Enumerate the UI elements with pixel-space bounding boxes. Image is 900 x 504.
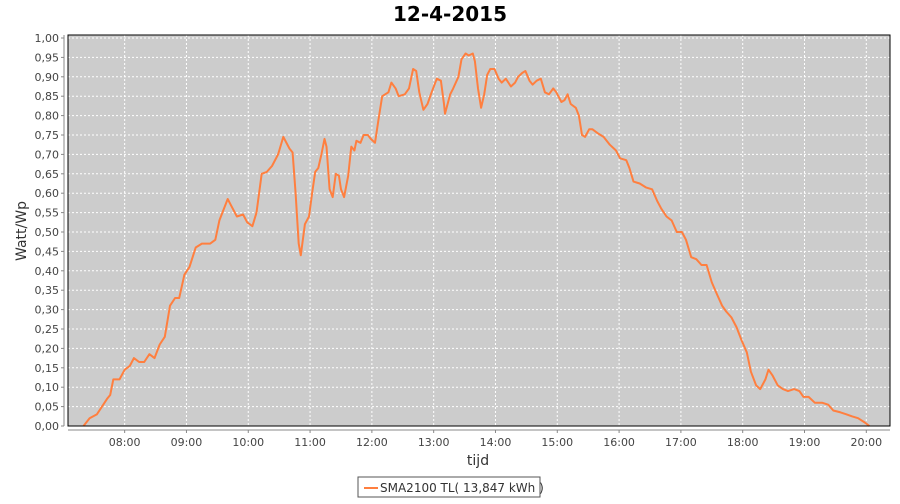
x-axis: 08:00 09:00 10:00 11:00 12:00 13:00 14:00 15:00…	[68, 430, 890, 449]
y-tick-label: 0,35	[35, 284, 60, 297]
y-tick-label: 0,00	[35, 420, 60, 433]
x-tick-label: 17:00	[665, 436, 697, 449]
x-tick-label: 19:00	[789, 436, 821, 449]
y-tick-label: 0,15	[35, 362, 60, 375]
y-tick-label: 0,85	[35, 90, 60, 103]
y-tick-label: 0,80	[35, 110, 60, 123]
x-axis-label: tijd	[467, 453, 489, 469]
y-tick-label: 0,65	[35, 168, 60, 181]
y-tick-label: 0,55	[35, 207, 60, 220]
y-tick-label: 0,90	[35, 71, 60, 84]
x-tick-label: 12:00	[356, 436, 388, 449]
y-tick-label: 0,25	[35, 323, 60, 336]
y-tick-label: 0,70	[35, 148, 60, 161]
x-tick-label: 20:00	[850, 436, 882, 449]
legend: SMA2100 TL( 13,847 kWh )	[358, 477, 544, 497]
chart-title: 12-4-2015	[393, 2, 507, 26]
y-tick-label: 0,10	[35, 381, 60, 394]
x-tick-label: 11:00	[294, 436, 326, 449]
y-tick-label: 0,40	[35, 265, 60, 278]
x-tick-label: 15:00	[541, 436, 573, 449]
y-axis-label: Watt/Wp	[14, 201, 30, 261]
x-tick-label: 09:00	[171, 436, 203, 449]
x-tick-label: 13:00	[418, 436, 450, 449]
y-tick-label: 0,50	[35, 226, 60, 239]
x-tick-label: 10:00	[232, 436, 264, 449]
y-tick-label: 0,30	[35, 304, 60, 317]
x-tick-label: 18:00	[727, 436, 759, 449]
x-tick-label: 16:00	[603, 436, 635, 449]
y-tick-label: 0,75	[35, 129, 60, 142]
y-axis: 0,00 0,05 0,10 0,15 0,20 0,25 0,30 0,35 0,40 0,45…	[35, 32, 65, 433]
y-tick-label: 0,60	[35, 187, 60, 200]
x-tick-label: 14:00	[480, 436, 512, 449]
y-tick-label: 0,95	[35, 51, 60, 64]
y-tick-label: 0,20	[35, 342, 60, 355]
y-tick-label: 1,00	[35, 32, 60, 45]
y-tick-label: 0,05	[35, 401, 60, 414]
x-tick-label: 08:00	[109, 436, 141, 449]
legend-label: SMA2100 TL( 13,847 kWh )	[380, 481, 544, 495]
y-tick-label: 0,45	[35, 245, 60, 258]
